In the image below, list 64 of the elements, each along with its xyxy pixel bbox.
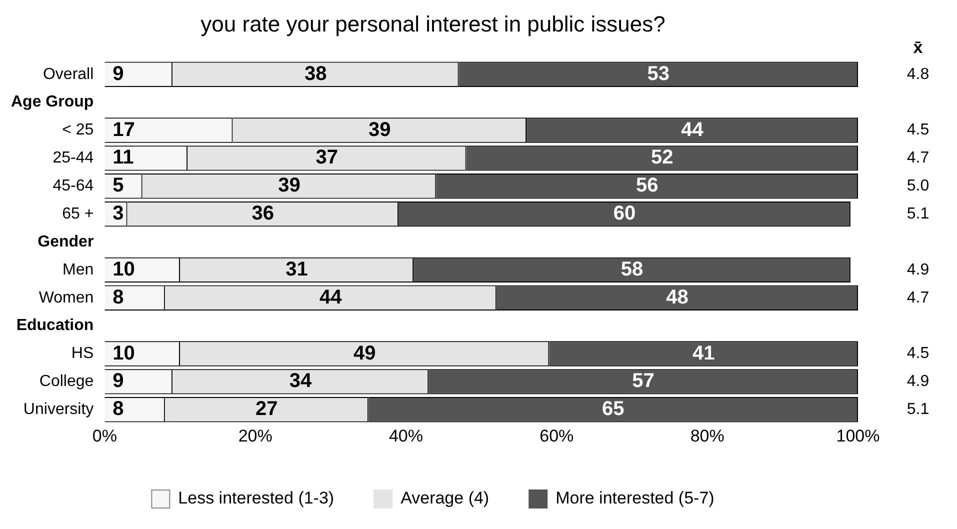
text: 4.7 xyxy=(906,289,930,306)
y-tick-label: Gender xyxy=(38,233,94,250)
x-tick-label: 80% xyxy=(690,426,724,446)
data-label: 3 xyxy=(112,202,124,225)
y-tick-label: Overall xyxy=(42,66,94,83)
text: 4.5 xyxy=(906,122,930,139)
y-tick-label: 45-64 xyxy=(52,178,94,195)
x-tick-label: 60% xyxy=(540,426,574,446)
y-tick-label: < 25 xyxy=(62,122,94,139)
legend-label: More interested (5-7) xyxy=(556,488,714,508)
x-tick-label: 40% xyxy=(388,426,424,446)
data-label: 8 xyxy=(112,398,124,420)
data-label: 56 xyxy=(636,174,658,197)
data-label: 49 xyxy=(353,342,376,364)
data-label: 60 xyxy=(613,202,636,225)
y-tick-label: HS xyxy=(71,345,94,362)
text: 5.0 xyxy=(906,178,930,195)
data-label: 9 xyxy=(112,370,124,392)
data-label: 48 xyxy=(666,286,688,308)
data-label: 65 xyxy=(602,398,624,420)
data-label: 11 xyxy=(112,146,134,169)
data-label: 52 xyxy=(651,146,674,169)
text: 4.7 xyxy=(906,150,930,167)
data-label: 57 xyxy=(632,370,654,392)
text: 5.1 xyxy=(906,205,930,222)
x-tick-label: 20% xyxy=(238,426,272,446)
chart-title: you rate your personal interest in public issues? xyxy=(200,11,666,36)
data-label: 44 xyxy=(320,286,343,308)
y-tick-label: 65 + xyxy=(62,205,94,222)
text: 4.8 xyxy=(906,66,930,83)
data-label: 9 xyxy=(112,62,124,85)
text: 4.5 xyxy=(906,345,930,362)
data-label: 37 xyxy=(316,146,338,169)
data-label: 41 xyxy=(692,342,715,364)
y-tick-label: University xyxy=(23,401,94,418)
y-tick-label: Men xyxy=(62,261,94,278)
text: x̄ xyxy=(913,38,924,58)
data-label: 39 xyxy=(368,118,391,141)
data-label: 31 xyxy=(286,258,308,280)
data-label: 53 xyxy=(647,62,670,85)
legend-label: Average (4) xyxy=(400,488,490,508)
data-label: 8 xyxy=(112,286,124,308)
data-label: 17 xyxy=(112,118,135,141)
data-label: 58 xyxy=(620,258,644,280)
legend-label: Less interested (1-3) xyxy=(178,488,334,508)
text: 4.9 xyxy=(906,373,930,390)
y-tick-label: 25-44 xyxy=(52,150,94,167)
x-tick-label: 100% xyxy=(836,426,880,446)
text: 5.1 xyxy=(906,401,930,418)
y-tick-label: Women xyxy=(38,289,94,306)
data-label: 38 xyxy=(304,62,327,85)
data-label: 36 xyxy=(252,202,274,225)
y-tick-label: Age Group xyxy=(10,94,94,111)
data-label: 27 xyxy=(256,398,278,420)
data-label: 10 xyxy=(112,342,135,364)
data-label: 10 xyxy=(112,258,135,280)
data-label: 5 xyxy=(112,174,124,197)
y-tick-label: College xyxy=(39,373,94,390)
data-label: 39 xyxy=(278,174,300,197)
data-label: 44 xyxy=(681,118,704,141)
x-tick-label: 0% xyxy=(92,426,117,446)
y-tick-label: Education xyxy=(16,317,94,334)
data-label: 34 xyxy=(289,370,313,392)
text: 4.9 xyxy=(906,261,930,278)
